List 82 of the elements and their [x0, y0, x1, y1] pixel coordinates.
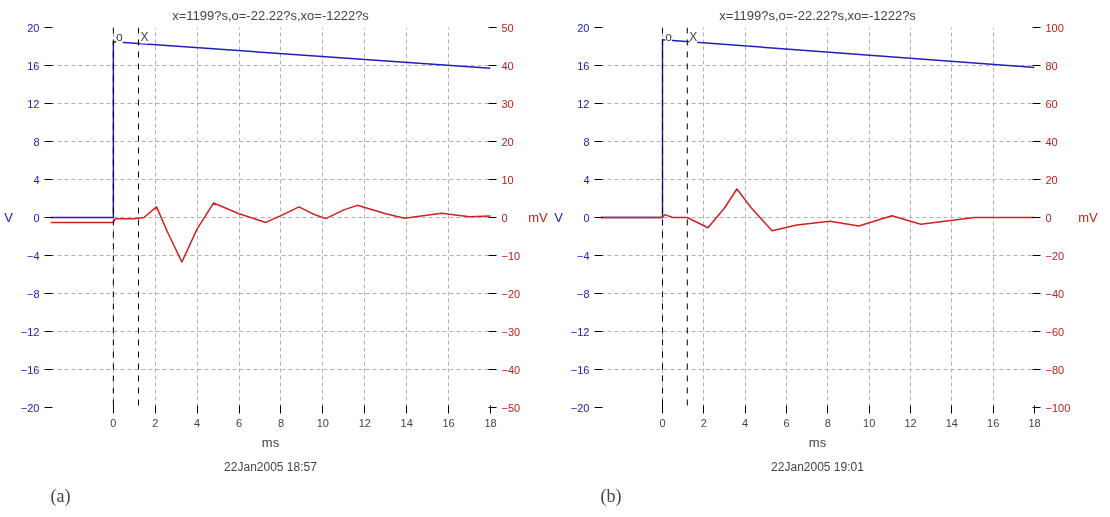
y2-tick-label: −100	[1045, 401, 1071, 414]
y2-tick-label: 20	[1045, 173, 1058, 186]
y2-tick-label: −20	[1045, 249, 1065, 262]
y2-tick-label: −60	[1045, 325, 1065, 338]
x-tick-label: 2	[152, 416, 159, 429]
y-tick-label: 20	[27, 21, 40, 34]
y-tick-label: −16	[20, 363, 40, 376]
y-tick-label: 12	[577, 97, 590, 110]
y-tick-label: 8	[583, 135, 590, 148]
x-axis-title: ms	[261, 434, 280, 450]
y2-tick-label: 60	[1045, 97, 1058, 110]
y-tick-label: −4	[26, 249, 40, 262]
chart-title: x=1199?s,o=-22.22?s,xo=-1222?s	[172, 7, 370, 23]
y-axis-title: V	[4, 210, 14, 225]
y-tick-label: 8	[33, 135, 40, 148]
y-axis-title: V	[554, 210, 564, 225]
x-tick-label: 0	[110, 416, 117, 429]
x-tick-label: 6	[236, 416, 243, 429]
chart-title: x=1199?s,o=-22.22?s,xo=-1222?s	[719, 7, 917, 23]
x-tick-label: 4	[194, 416, 201, 429]
y2-tick-label: 40	[1045, 135, 1058, 148]
y2-tick-label: 80	[1045, 59, 1058, 72]
line-series	[600, 188, 1035, 232]
y2-tick-label: −80	[1045, 363, 1065, 376]
x-tick-label: 12	[904, 416, 917, 429]
x-axis-title: ms	[808, 434, 827, 450]
x-tick-label: 10	[316, 416, 330, 429]
ref-line-label: o	[116, 29, 124, 44]
y-tick-label: 16	[577, 59, 590, 72]
y2-axis-title: mV	[528, 210, 548, 225]
text: (a)	[50, 485, 71, 507]
y2-axis-title: mV	[1078, 210, 1099, 225]
y2-tick-label: −30	[501, 325, 521, 338]
x-tick-label: 2	[700, 416, 707, 429]
y-tick-label: 4	[33, 173, 40, 186]
y-tick-label: −12	[570, 325, 590, 338]
y2-tick-label: −20	[501, 287, 521, 300]
y-tick-label: 0	[583, 211, 590, 224]
y2-tick-label: 40	[501, 59, 514, 72]
y2-tick-label: 50	[501, 21, 514, 34]
ref-line-label: X	[689, 29, 698, 44]
y2-tick-label: −40	[1045, 287, 1065, 300]
y2-tick-label: 10	[501, 173, 514, 186]
y2-tick-label: −40	[501, 363, 521, 376]
y-tick-label: −16	[570, 363, 590, 376]
x-tick-label: 14	[400, 416, 413, 429]
ref-line-label: o	[665, 29, 673, 44]
x-tick-label: 0	[659, 416, 666, 429]
x-tick-label: 6	[783, 416, 790, 429]
y-tick-label: 0	[33, 211, 40, 224]
y-tick-label: 12	[27, 97, 40, 110]
y2-tick-label: −50	[501, 401, 521, 414]
x-tick-label: 12	[358, 416, 371, 429]
text: 22Jan2005 18:57	[224, 459, 318, 474]
y2-tick-label: 30	[501, 97, 514, 110]
y-tick-label: −20	[570, 401, 590, 414]
y-tick-label: −8	[576, 287, 590, 300]
y-tick-label: −20	[20, 401, 40, 414]
x-tick-label: 16	[987, 416, 1000, 429]
x-tick-label: 4	[742, 416, 749, 429]
x-tick-label: 10	[863, 416, 876, 429]
ref-line-label: X	[140, 29, 149, 44]
y-tick-label: 20	[577, 21, 590, 34]
x-tick-label: 14	[945, 416, 958, 429]
x-tick-label: 18	[1028, 416, 1041, 429]
y2-tick-label: 20	[501, 135, 514, 148]
y2-tick-label: 0	[501, 211, 508, 224]
y2-tick-label: 100	[1045, 21, 1064, 34]
x-tick-label: 18	[484, 416, 497, 429]
text: 22Jan2005 19:01	[771, 459, 865, 474]
y-tick-label: −4	[576, 249, 590, 262]
x-tick-label: 16	[442, 416, 455, 429]
x-tick-label: 8	[277, 416, 285, 429]
y-tick-label: −12	[20, 325, 40, 338]
text: (b)	[600, 485, 622, 507]
y-tick-label: −8	[26, 287, 40, 300]
y2-tick-label: 0	[1045, 211, 1052, 224]
y-tick-label: 4	[583, 173, 590, 186]
y2-tick-label: −10	[501, 249, 521, 262]
y-tick-label: 16	[27, 59, 40, 72]
x-tick-label: 8	[824, 416, 831, 429]
line-series	[50, 202, 491, 263]
